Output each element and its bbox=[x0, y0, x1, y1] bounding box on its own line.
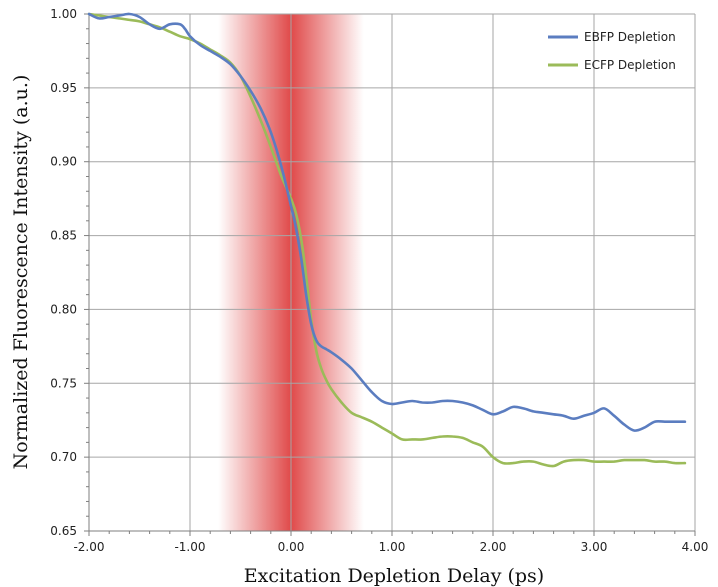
x-tick-label: -1.00 bbox=[174, 540, 205, 554]
y-tick-label: 0.65 bbox=[50, 524, 77, 538]
x-tick-label: 1.00 bbox=[379, 540, 406, 554]
y-tick-label: 0.80 bbox=[50, 302, 77, 316]
x-tick-label: 4.00 bbox=[682, 540, 709, 554]
y-tick-label: 1.00 bbox=[50, 7, 77, 21]
x-tick-label: 2.00 bbox=[480, 540, 507, 554]
x-tick-label: 0.00 bbox=[278, 540, 305, 554]
x-tick-label: 3.00 bbox=[581, 540, 608, 554]
y-tick-label: 0.75 bbox=[50, 376, 77, 390]
y-axis-title: Normalized Fluorescence Intensity (a.u.) bbox=[10, 75, 32, 470]
y-tick-labels: 0.65 0.70 0.75 0.80 0.85 0.90 0.95 1.00 bbox=[50, 7, 77, 538]
series-lines bbox=[87, 12, 687, 468]
legend: EBFP Depletion ECFP Depletion bbox=[548, 30, 676, 72]
y-tick-label: 0.70 bbox=[50, 450, 77, 464]
grid-lines bbox=[89, 13, 696, 531]
legend-label-ebfp-depletion: EBFP Depletion bbox=[584, 30, 676, 44]
legend-label-ecfp-depletion: ECFP Depletion bbox=[584, 58, 676, 72]
series-line-ebfp-depletion bbox=[87, 12, 687, 432]
y-tick-label: 0.85 bbox=[50, 229, 77, 243]
y-tick-label: 0.95 bbox=[50, 81, 77, 95]
x-axis-title: Excitation Depletion Delay (ps) bbox=[244, 565, 544, 587]
y-tick-label: 0.90 bbox=[50, 155, 77, 169]
x-tick-label: -2.00 bbox=[73, 540, 104, 554]
axes bbox=[84, 13, 696, 536]
x-tick-labels: -2.00 -1.00 0.00 1.00 2.00 3.00 4.00 bbox=[73, 540, 708, 554]
series-line-ecfp-depletion bbox=[87, 12, 687, 468]
